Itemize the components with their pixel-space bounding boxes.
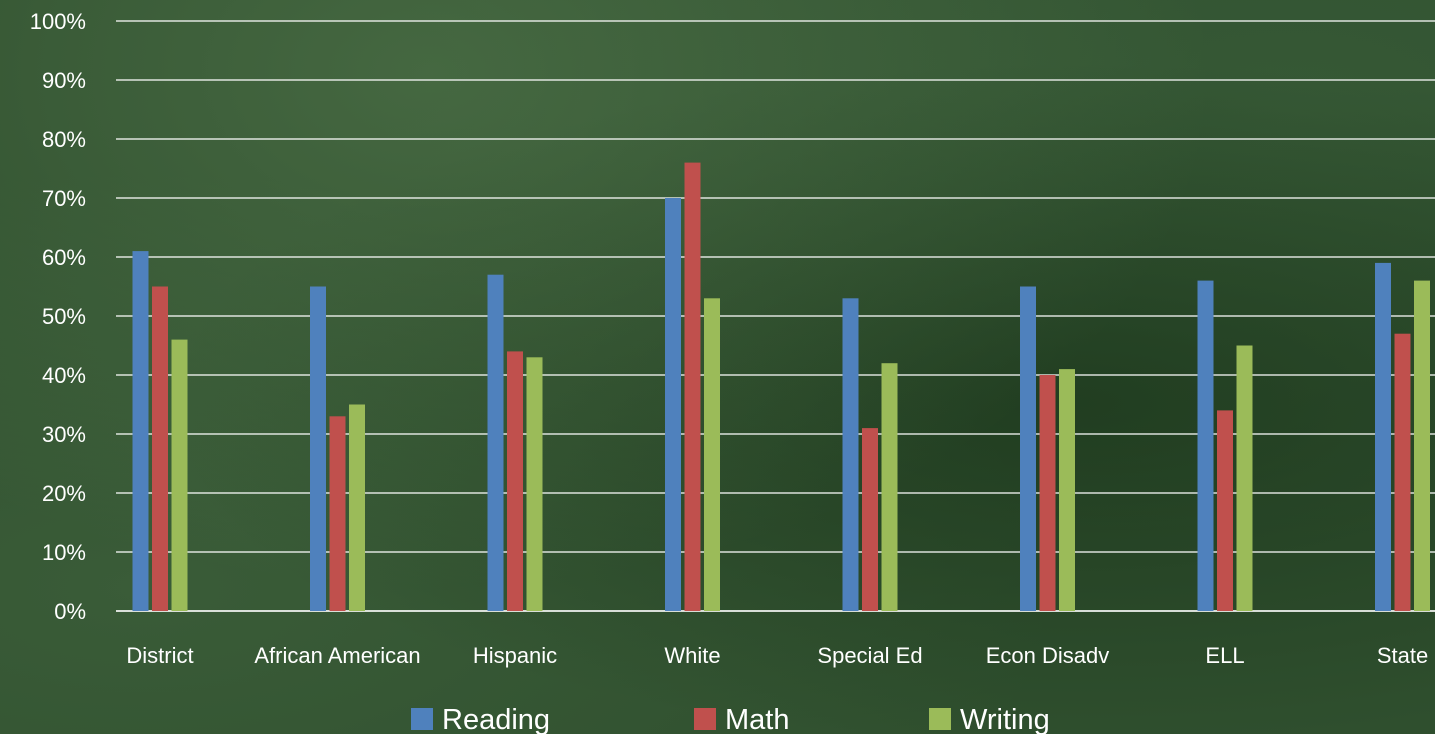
bar-math-special-ed — [862, 428, 878, 611]
legend-label-writing: Writing — [960, 704, 1050, 734]
bar-reading-state — [1375, 262, 1391, 611]
y-tick-label: 0% — [54, 599, 86, 624]
x-axis-category-labels: District African American Hispanic White Spe… — [126, 643, 1428, 668]
bar-reading-district — [132, 251, 149, 611]
y-tick-label: 40% — [42, 363, 86, 388]
bar-writing-district — [171, 339, 188, 611]
bar-math-econ-disadv — [1039, 375, 1056, 611]
bar-writing-white — [704, 298, 720, 611]
y-tick-label: 80% — [42, 127, 86, 152]
category-label: ELL — [1205, 643, 1244, 668]
bar-reading-white — [665, 198, 681, 611]
bar-reading-special-ed — [842, 298, 859, 611]
category-label: Econ Disadv — [986, 643, 1110, 668]
bar-writing-african-american — [349, 404, 365, 611]
category-label: State — [1377, 643, 1428, 668]
y-tick-label: 70% — [42, 186, 86, 211]
legend: Reading Math Writing — [411, 704, 1050, 734]
y-axis-tick-labels: 0% 10% 20% 30% 40% 50% 60% 70% 80% 90% 100% — [30, 9, 86, 624]
category-label: White — [664, 643, 720, 668]
bar-writing-state — [1414, 280, 1430, 611]
bar-reading-econ-disadv — [1020, 286, 1036, 611]
y-tick-label: 100% — [30, 9, 86, 34]
legend-swatch-writing — [929, 708, 951, 730]
y-tick-label: 30% — [42, 422, 86, 447]
y-tick-label: 50% — [42, 304, 86, 329]
bar-writing-ell — [1236, 345, 1253, 611]
bar-reading-ell — [1197, 280, 1214, 611]
legend-label-math: Math — [725, 704, 789, 734]
legend-swatch-math — [694, 708, 716, 730]
bar-math-white — [684, 162, 701, 611]
y-tick-label: 20% — [42, 481, 86, 506]
category-label: Special Ed — [817, 643, 922, 668]
bar-writing-hispanic — [526, 357, 543, 611]
bars — [132, 162, 1430, 611]
category-label: African American — [254, 643, 420, 668]
y-tick-label: 10% — [42, 540, 86, 565]
y-tick-label: 90% — [42, 68, 86, 93]
bar-writing-econ-disadv — [1059, 369, 1075, 611]
bar-math-ell — [1217, 410, 1233, 611]
y-tick-label: 60% — [42, 245, 86, 270]
bar-math-district — [152, 286, 168, 611]
bar-math-hispanic — [507, 351, 523, 611]
legend-swatch-reading — [411, 708, 433, 730]
category-label: Hispanic — [473, 643, 557, 668]
bar-math-african-american — [329, 416, 346, 611]
bar-reading-african-american — [310, 286, 326, 611]
bar-reading-hispanic — [487, 274, 504, 611]
legend-label-reading: Reading — [442, 704, 550, 734]
bar-math-state — [1394, 333, 1411, 611]
bar-writing-special-ed — [881, 363, 898, 611]
category-label: District — [126, 643, 193, 668]
